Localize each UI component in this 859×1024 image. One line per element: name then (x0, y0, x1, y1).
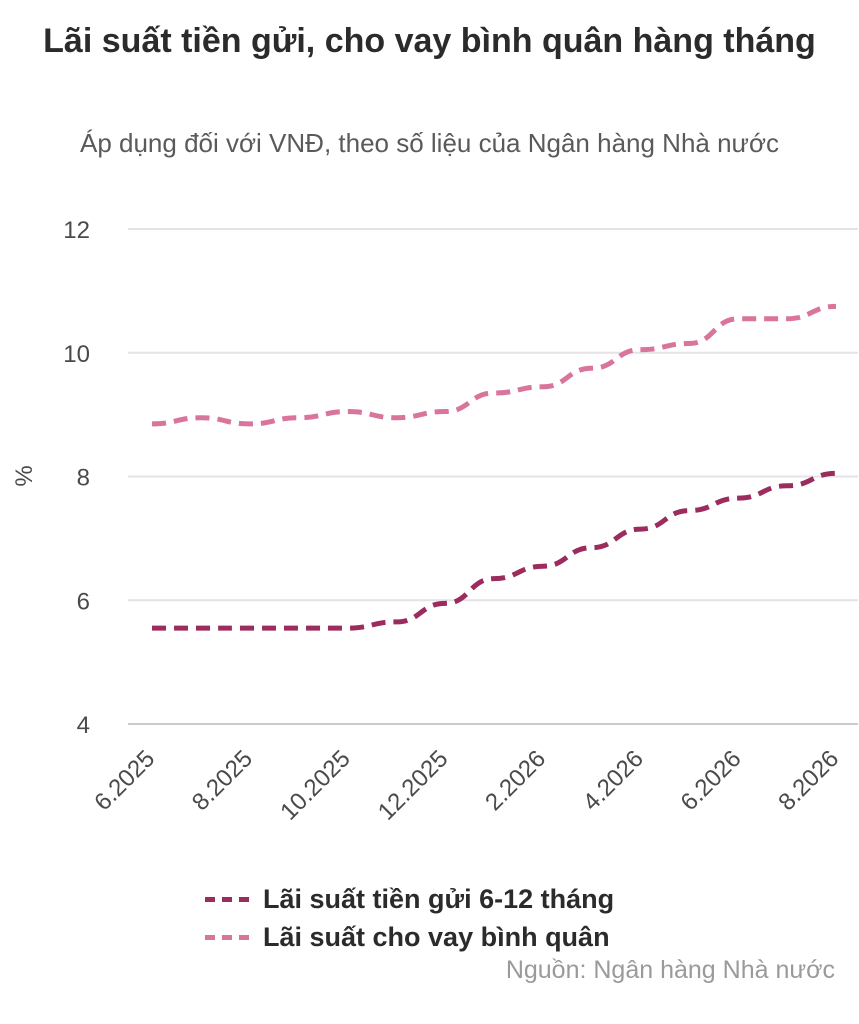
x-tick-label: 10.2025 (275, 745, 355, 825)
series-line-deposit (152, 470, 837, 631)
line-chart: 4 6 8 10 12 % 6.2025 8.2025 10.2025 12.2025 2.20… (11, 217, 858, 826)
y-tick-label: 6 (77, 588, 90, 615)
source-note: Nguồn: Ngân hàng Nhà nước (505, 956, 835, 984)
x-tick-label: 4.2026 (578, 745, 649, 816)
legend-label-lending: Lãi suất cho vay bình quân (263, 921, 610, 952)
legend-item-deposit[interactable]: Lãi suất tiền gửi 6-12 tháng (205, 880, 614, 918)
x-tick-label: 8.2026 (773, 745, 844, 816)
y-axis-ticks: 4 6 8 10 12 (63, 217, 90, 739)
x-tick-label: 6.2026 (676, 745, 747, 816)
chart-subtitle: Áp dụng đối với VNĐ, theo số liệu của Ng… (79, 128, 780, 158)
x-tick-label: 6.2025 (89, 745, 160, 816)
gridlines (128, 228, 858, 725)
y-tick-label: 12 (63, 217, 90, 244)
legend-swatch-lending (205, 934, 249, 940)
legend-label-deposit: Lãi suất tiền gửi 6-12 tháng (263, 883, 615, 914)
chart-title: Lãi suất tiền gửi, cho vay bình quân hàn… (43, 22, 816, 60)
y-axis-label: % (11, 465, 38, 486)
y-tick-label: 10 (63, 341, 90, 368)
series-line-lending (151, 303, 837, 427)
x-tick-label: 12.2025 (373, 745, 453, 825)
y-tick-label: 4 (77, 712, 90, 739)
legend: Lãi suất tiền gửi 6-12 tháng Lãi suất ch… (205, 880, 614, 956)
y-tick-label: 8 (77, 465, 90, 492)
x-tick-label: 8.2025 (187, 745, 258, 816)
series-lines (151, 303, 837, 631)
legend-item-lending[interactable]: Lãi suất cho vay bình quân (205, 918, 614, 956)
x-axis-ticks: 6.2025 8.2025 10.2025 12.2025 2.2026 4.2026 6.… (89, 745, 844, 825)
legend-swatch-deposit (205, 896, 249, 902)
x-tick-label: 2.2026 (480, 745, 551, 816)
